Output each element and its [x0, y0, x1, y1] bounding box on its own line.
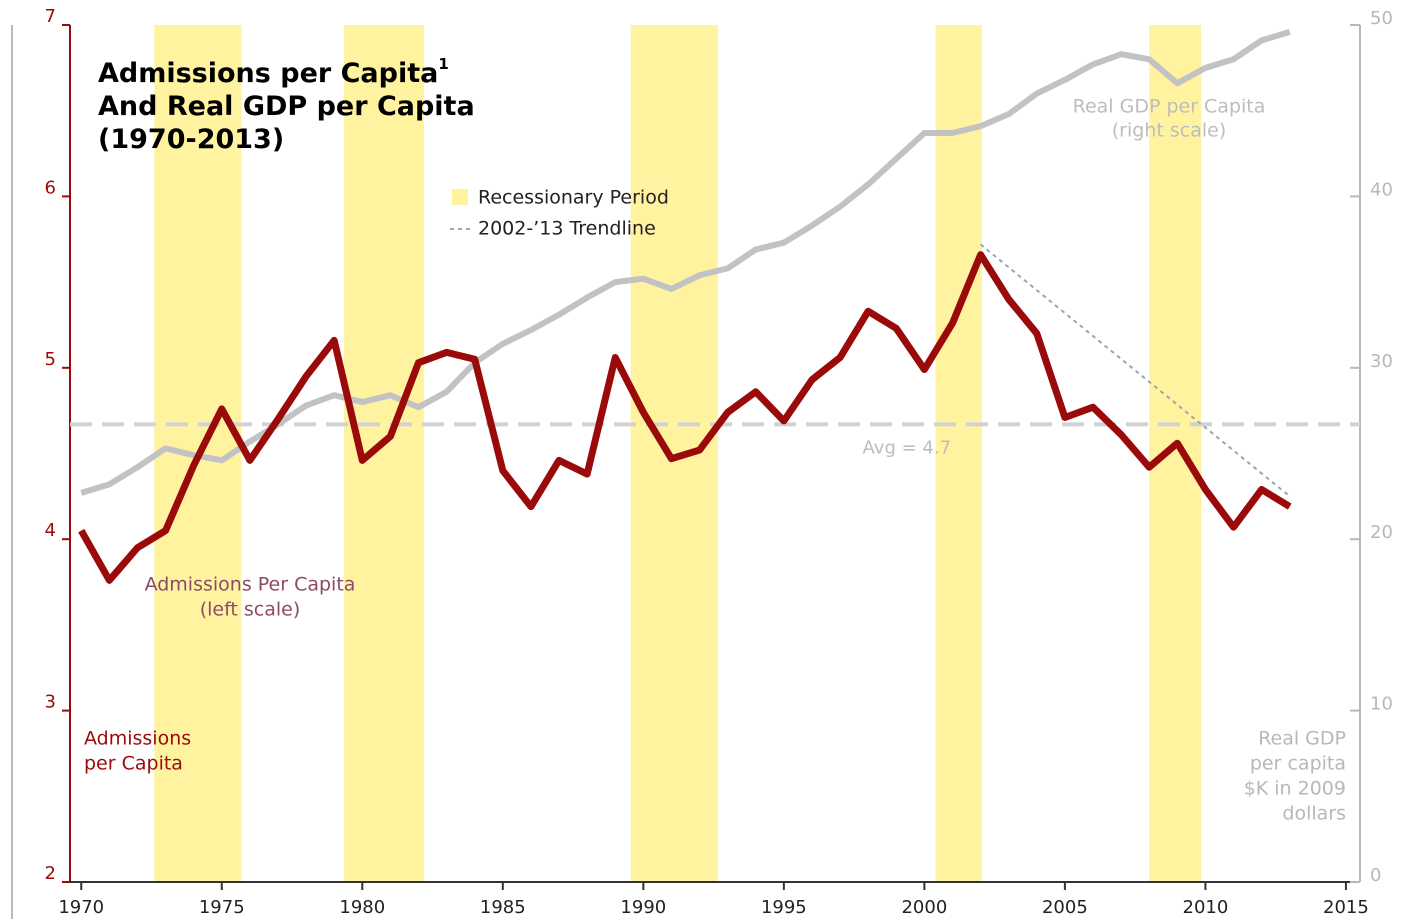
y2-axis-label: dollars [1282, 803, 1346, 825]
series-line [80, 28, 1291, 496]
series-line [78, 251, 1292, 584]
x-tick-label: 1975 [199, 897, 245, 918]
y-tick-label: 7 [45, 6, 56, 27]
x-tick-label: 1990 [620, 897, 666, 918]
chart-title: (1970-2013) [98, 124, 284, 155]
title-text: (1970-2013) [98, 124, 284, 155]
x-tick-label: 2015 [1323, 897, 1369, 918]
recession-band [344, 25, 425, 882]
x-tick-label: 1985 [480, 897, 526, 918]
y-axis-label: Admissions [84, 728, 191, 750]
recession-band [1149, 25, 1202, 882]
x-tick-label: 2005 [1042, 897, 1088, 918]
title-footnote: 1 [438, 55, 448, 73]
title-text: Admissions per Capita [98, 58, 438, 89]
legend-swatch [452, 189, 468, 205]
y-tick-label: 2 [45, 863, 56, 884]
recession-band [630, 25, 718, 882]
chart-title: And Real GDP per Capita [98, 91, 475, 122]
title-text: And Real GDP per Capita [98, 91, 475, 122]
recession-band [935, 25, 982, 882]
x-tick-label: 1995 [761, 897, 807, 918]
series-label: Admissions Per Capita [145, 574, 356, 596]
y2-axis-label: $K in 2009 [1244, 778, 1346, 800]
trendline [979, 243, 1291, 498]
y-tick-label: 4 [45, 520, 56, 541]
y2-tick-label: 20 [1370, 522, 1393, 543]
x-tick-label: 2010 [1183, 897, 1229, 918]
y-tick-label: 6 [45, 177, 56, 198]
x-tick-label: 2000 [901, 897, 947, 918]
y-tick-label: 3 [45, 692, 56, 713]
series-label: Real GDP per Capita [1073, 96, 1266, 118]
average-label: Avg = 4.7 [863, 437, 952, 458]
y2-axis-label: Real GDP [1258, 728, 1346, 750]
y2-tick-label: 30 [1370, 351, 1393, 372]
y2-tick-label: 40 [1370, 179, 1393, 200]
chart-title: Admissions per Capita1 [98, 55, 449, 89]
legend-label: 2002-’13 Trendline [478, 218, 656, 240]
y-axis-label: per Capita [84, 753, 183, 775]
y2-tick-label: 10 [1370, 694, 1393, 715]
x-tick-label: 1980 [339, 897, 385, 918]
series-note: (left scale) [200, 599, 301, 621]
y2-tick-label: 50 [1370, 8, 1393, 29]
x-tick-label: 1970 [58, 897, 104, 918]
y2-tick-label: 0 [1370, 865, 1381, 886]
y2-axis-label: per capita [1250, 753, 1346, 775]
legend-label: Recessionary Period [478, 187, 669, 209]
y-tick-label: 5 [45, 349, 56, 370]
series-note: (right scale) [1112, 120, 1226, 142]
